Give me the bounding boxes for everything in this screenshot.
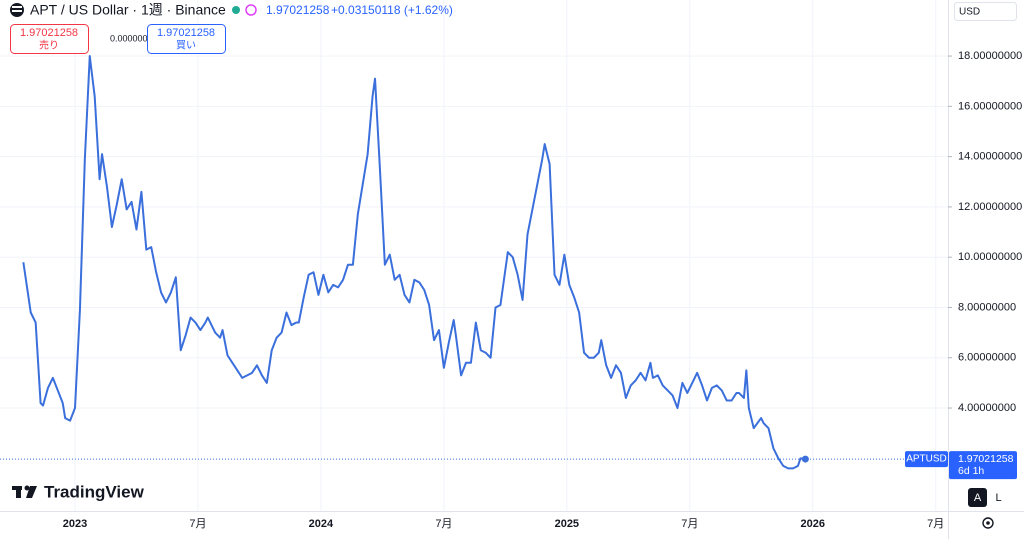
buy-label[interactable]: 買い	[176, 40, 196, 52]
y-tick-label: 10.00000000	[958, 251, 1022, 263]
currency-button[interactable]	[954, 2, 1017, 21]
y-tick-label: 6.00000000	[958, 352, 1016, 364]
symbol-tag-text: APTUSD	[906, 454, 947, 465]
y-tick-label: 4.00000000	[958, 402, 1016, 414]
symbol-tag	[905, 451, 948, 468]
x-tick-label: 7月	[189, 518, 206, 530]
x-tick-label: 7月	[681, 518, 698, 530]
x-tick-label: 7月	[927, 518, 944, 530]
last-price: 1.97021258	[266, 3, 330, 17]
auto-button[interactable]	[968, 488, 987, 507]
logo-mark	[26, 486, 37, 498]
plot	[0, 55, 948, 470]
currency[interactable]: USD	[959, 7, 980, 18]
x-tick-label: 2023	[63, 518, 87, 530]
x-tick-label: 2025	[555, 518, 579, 530]
spread: 0.00000000	[110, 33, 158, 43]
price-tag-text: 1.97021258	[958, 453, 1014, 465]
auto-label[interactable]: A	[974, 492, 982, 504]
sell-button[interactable]	[10, 24, 89, 54]
x-tick-label: 2024	[309, 518, 334, 530]
buy-price[interactable]: 1.97021258	[157, 27, 215, 39]
y-tick-label: 14.00000000	[958, 151, 1022, 163]
countdown: 6d 1h	[958, 465, 984, 477]
logo-text[interactable]: TradingView	[44, 482, 145, 501]
settings-icon	[986, 521, 990, 525]
sell-price[interactable]: 1.97021258	[20, 27, 78, 39]
x-tick-label: 2026	[801, 518, 825, 530]
grid	[0, 0, 948, 511]
y-tick-label: 8.00000000	[958, 301, 1016, 313]
price-tag	[949, 451, 1017, 480]
price-change: +0.03150118 (+1.62%)	[331, 3, 453, 17]
symbol-icon	[12, 6, 22, 8]
settings-icon[interactable]	[982, 517, 994, 529]
symbol-title[interactable]: APT / US Dollar · 1週 · Binance	[30, 2, 226, 18]
buy-button[interactable]	[147, 24, 226, 54]
logo-mark	[24, 485, 30, 491]
x-tick-label: 7月	[435, 518, 452, 530]
y-tick-label: 18.00000000	[958, 50, 1022, 62]
logo-mark	[16, 486, 21, 498]
price-line-series	[22, 55, 806, 470]
sell-label[interactable]: 売り	[39, 39, 59, 52]
symbol-icon	[12, 10, 22, 12]
status-dot	[232, 6, 240, 14]
log-label[interactable]: L	[995, 492, 1001, 504]
y-tick-label: 16.00000000	[958, 100, 1022, 112]
compare-icon[interactable]	[245, 4, 257, 16]
y-tick-label: 12.00000000	[958, 201, 1022, 213]
last-point	[801, 455, 809, 463]
